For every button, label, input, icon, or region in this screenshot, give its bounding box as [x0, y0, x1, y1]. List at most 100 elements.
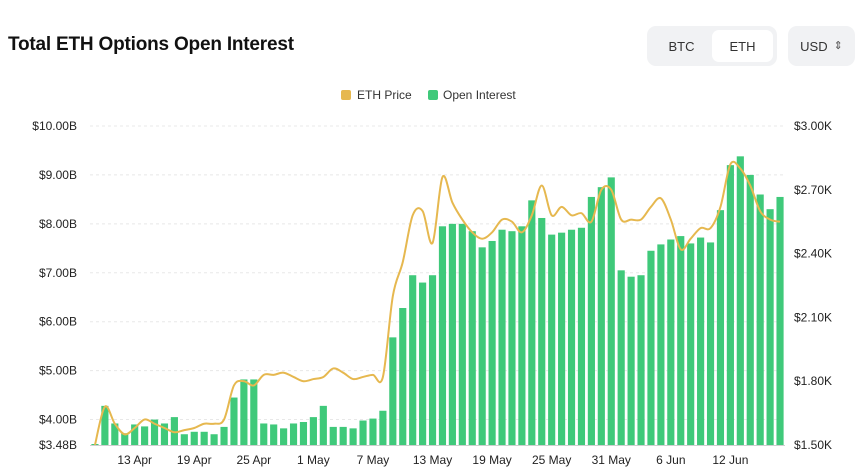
- open-interest-bar: [180, 434, 188, 445]
- open-interest-bar: [200, 431, 208, 445]
- open-interest-bar: [538, 217, 546, 445]
- open-interest-bar: [587, 196, 595, 445]
- open-interest-bar: [369, 418, 377, 445]
- open-interest-bar: [250, 379, 258, 445]
- open-interest-bar: [141, 426, 149, 445]
- currency-select[interactable]: USD ⇕: [788, 26, 855, 66]
- left-axis-tick-label: $9.00B: [39, 168, 77, 182]
- eth-price-line: [93, 160, 781, 446]
- open-interest-bar: [627, 276, 635, 445]
- open-interest-bar: [498, 229, 506, 445]
- open-interest-bar: [260, 423, 268, 445]
- open-interest-bar: [528, 200, 536, 445]
- open-interest-bar: [280, 428, 288, 445]
- open-interest-bar: [220, 426, 228, 445]
- right-axis-tick-label: $2.10K: [794, 310, 832, 324]
- open-interest-bar: [508, 231, 516, 445]
- left-axis-tick-label: $4.00B: [39, 413, 77, 427]
- open-interest-bar: [597, 187, 605, 446]
- open-interest-bar: [617, 270, 625, 445]
- open-interest-bar: [111, 423, 119, 445]
- btc-toggle-button[interactable]: BTC: [668, 38, 695, 54]
- x-axis-tick-label: 31 May: [592, 453, 631, 467]
- left-axis-tick-label: $3.48B: [39, 438, 77, 452]
- open-interest-bar: [746, 174, 754, 445]
- open-interest-bar: [687, 243, 695, 445]
- open-interest-bar: [518, 226, 526, 445]
- x-axis-tick-label: 19 Apr: [177, 453, 212, 467]
- right-axis-tick-label: $3.00K: [794, 119, 832, 133]
- open-interest-bar: [329, 426, 337, 445]
- open-interest-bar: [438, 226, 447, 445]
- legend-swatch-open-interest: [428, 90, 438, 100]
- x-axis-tick-label: 1 May: [297, 453, 330, 467]
- eth-toggle-button[interactable]: ETH: [712, 30, 773, 62]
- open-interest-bar: [657, 244, 665, 445]
- x-axis-tick-label: 7 May: [357, 453, 390, 467]
- open-interest-bar: [558, 232, 566, 445]
- open-interest-bar: [607, 177, 615, 446]
- open-interest-bar: [488, 240, 496, 445]
- open-interest-bar: [240, 379, 248, 445]
- asset-toggle: BTC ETH: [647, 26, 777, 66]
- open-interest-bar: [736, 156, 744, 445]
- left-axis-tick-label: $8.00B: [39, 217, 77, 231]
- open-interest-bar: [577, 227, 586, 445]
- open-interest-bar: [677, 236, 685, 445]
- currency-value: USD: [800, 38, 828, 54]
- open-interest-bar: [478, 247, 486, 445]
- x-axis-tick-label: 13 May: [413, 453, 452, 467]
- right-axis-tick-label: $1.80K: [794, 374, 832, 388]
- open-interest-bar: [419, 282, 427, 445]
- open-interest-bar: [399, 308, 407, 445]
- open-interest-bar: [359, 420, 367, 445]
- x-axis-tick-label: 25 May: [532, 453, 571, 467]
- open-interest-bar: [319, 405, 327, 445]
- open-interest-bar: [170, 417, 178, 445]
- chevron-updown-icon: ⇕: [833, 39, 843, 52]
- left-axis-tick-label: $5.00B: [39, 364, 77, 378]
- open-interest-bar: [160, 423, 169, 445]
- open-interest-bar: [697, 237, 705, 445]
- open-interest-bar: [567, 229, 576, 445]
- left-axis-tick-label: $6.00B: [39, 315, 77, 329]
- x-axis-tick-label: 25 Apr: [236, 453, 271, 467]
- open-interest-bar: [766, 209, 774, 445]
- open-interest-bar: [637, 275, 645, 445]
- open-interest-bar: [270, 424, 278, 445]
- x-axis-tick-label: 19 May: [472, 453, 511, 467]
- open-interest-bar: [150, 419, 159, 445]
- open-interest-bar: [647, 250, 655, 445]
- legend-label-open-interest: Open Interest: [443, 88, 516, 102]
- left-axis-tick-label: $7.00B: [39, 266, 77, 280]
- open-interest-bar: [339, 426, 347, 445]
- open-interest-bar: [468, 231, 476, 445]
- legend-swatch-eth-price: [341, 90, 351, 100]
- open-interest-bar: [726, 165, 734, 445]
- open-interest-bar: [121, 433, 129, 445]
- open-interest-bar: [428, 275, 437, 445]
- open-interest-bar: [379, 410, 387, 445]
- open-interest-bar: [101, 405, 109, 445]
- open-interest-bar: [230, 397, 238, 445]
- open-interest-bar: [309, 417, 317, 445]
- open-interest-bar: [210, 434, 218, 445]
- open-interest-bar: [389, 337, 397, 445]
- open-interest-bar: [716, 210, 725, 445]
- open-interest-bar: [448, 223, 456, 445]
- open-interest-bar: [131, 424, 139, 445]
- x-axis-tick-label: 6 Jun: [656, 453, 685, 467]
- x-axis-tick-label: 12 Jun: [712, 453, 748, 467]
- open-interest-bar: [289, 423, 298, 445]
- x-axis-tick-label: 13 Apr: [117, 453, 152, 467]
- open-interest-bar: [667, 239, 675, 445]
- open-interest-bar: [776, 196, 784, 445]
- right-axis-tick-label: $1.50K: [794, 438, 832, 452]
- legend-label-eth-price: ETH Price: [357, 88, 412, 102]
- open-interest-bar: [548, 234, 556, 445]
- open-interest-bar: [409, 275, 417, 445]
- open-interest-bar: [458, 223, 466, 445]
- page-title: Total ETH Options Open Interest: [8, 34, 294, 55]
- open-interest-bar: [349, 428, 357, 445]
- open-interest-bar: [190, 431, 198, 445]
